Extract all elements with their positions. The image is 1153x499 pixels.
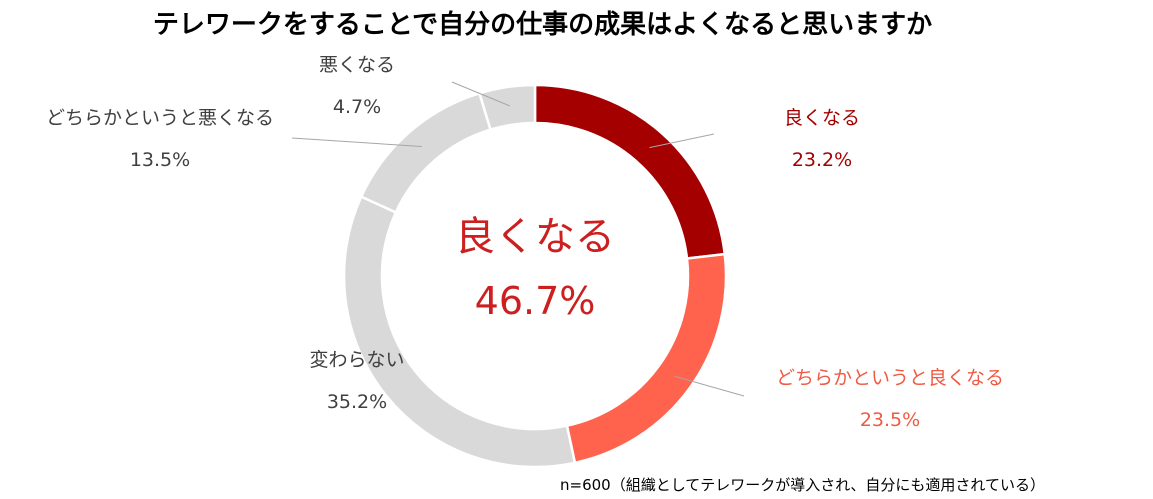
label-somewhat-good: どちらかというと良くなる 23.5% [740,357,1040,441]
center-summary: 良くなる 46.7% [435,205,635,333]
leader-line [674,375,745,397]
chart-title: テレワークをすることで自分の仕事の成果はよくなると思いますか [152,10,933,40]
center-value: 46.7% [474,279,596,323]
label-somewhat-good-value: 23.5% [859,409,921,431]
label-somewhat-bad-value: 13.5% [129,149,191,171]
leader-line [649,133,715,149]
label-no-change: 変わらない 35.2% [282,339,432,423]
label-no-change-name: 変わらない [309,349,405,371]
slice-bad [477,83,537,132]
label-good-name: 良くなる [783,107,860,129]
label-bad: 悪くなる 4.7% [287,44,427,128]
leader-line [291,137,422,148]
label-bad-value: 4.7% [332,96,382,118]
leader-line [451,81,510,107]
label-somewhat-good-name: どちらかというと良くなる [775,367,1004,389]
label-good: 良くなる 23.2% [752,97,892,181]
label-good-value: 23.2% [791,149,853,171]
center-label: 良くなる [455,214,615,260]
label-no-change-value: 35.2% [326,391,388,413]
label-bad-name: 悪くなる [318,54,395,76]
sample-note: n=600（組織としてテレワークが導入され、自分にも適用されている） [560,476,1045,494]
label-somewhat-bad-name: どちらかというと悪くなる [45,107,274,129]
label-somewhat-bad: どちらかというと悪くなる 13.5% [30,97,290,181]
